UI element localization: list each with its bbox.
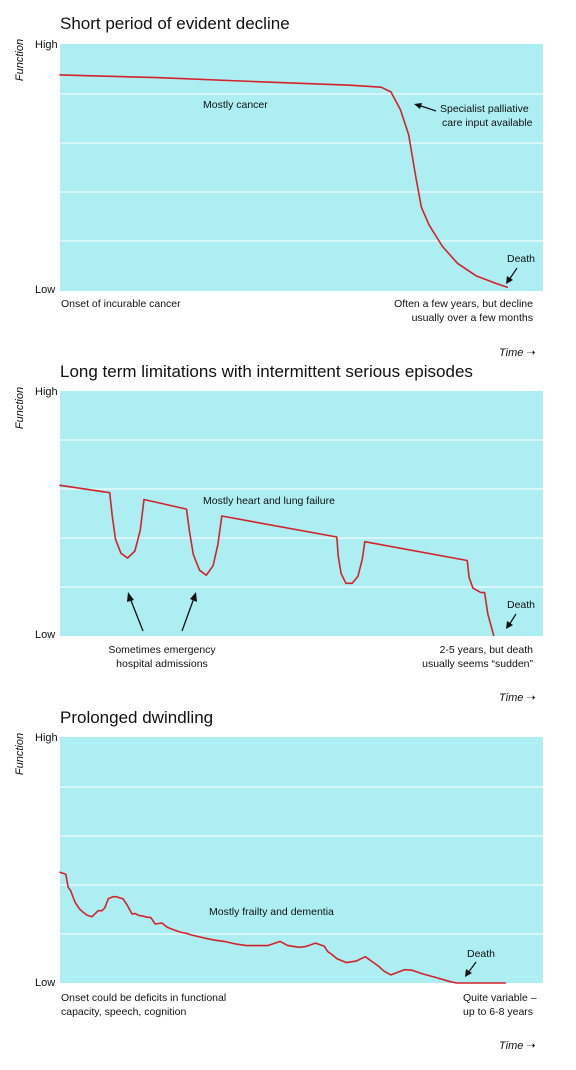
callout-line-1: Specialist palliative: [440, 103, 529, 115]
arrow-right-icon: ➝: [526, 1040, 536, 1052]
death-arrowhead: [465, 969, 472, 977]
callout-arrowhead: [414, 103, 422, 109]
plot-background: [60, 391, 543, 636]
callout-arrow: [417, 104, 437, 112]
callout-line-2: care input available: [442, 117, 533, 129]
start-label: Onset could be deficits in functional ca…: [61, 991, 226, 1019]
death-label: Death: [507, 599, 536, 611]
death-arrow: [508, 267, 518, 281]
series-line: [59, 871, 507, 984]
callout-arrowhead: [127, 592, 134, 602]
death-arrow: [467, 961, 477, 974]
start-label: Onset of incurable cancer: [61, 298, 181, 310]
callout-label: Sometimes emergency hospital admissions: [92, 643, 232, 671]
chart-title: Prolonged dwindling: [60, 708, 214, 727]
series-label: Mostly heart and lung failure: [203, 495, 335, 507]
duration-label: Often a few years, but decline usually o…: [380, 297, 533, 325]
death-label: Death: [507, 253, 536, 265]
duration-line-1: Often a few years, but decline: [394, 298, 533, 310]
death-arrowhead: [506, 276, 513, 284]
y-axis-label: Function: [14, 38, 26, 82]
arrow-right-icon: ➝: [526, 692, 536, 704]
callout-arrows: [465, 961, 477, 977]
arrow-right-icon: ➝: [526, 347, 536, 359]
callout-line-2: hospital admissions: [116, 658, 208, 670]
callout-arrow: [181, 597, 195, 632]
y-tick-high: High: [35, 386, 58, 398]
plot-background: [60, 44, 543, 291]
death-arrow: [508, 613, 517, 626]
x-axis-label-text: Time: [499, 692, 524, 704]
x-axis-label-text: Time: [499, 347, 524, 359]
duration-line-1: 2-5 years, but death: [439, 644, 533, 656]
duration-label: Quite variable – up to 6-8 years: [463, 991, 537, 1019]
series-label: Mostly frailty and dementia: [209, 906, 334, 918]
death-label: Death: [467, 948, 496, 960]
y-tick-high: High: [35, 39, 58, 51]
series-label: Mostly cancer: [203, 99, 268, 111]
y-tick-low: Low: [35, 629, 56, 641]
callout-arrows: [414, 103, 518, 284]
x-axis-label: Time ➝: [499, 691, 536, 704]
duration-label: 2-5 years, but death usually seems “sudd…: [400, 643, 533, 671]
chart-title: Short period of evident decline: [60, 14, 290, 33]
duration-line-1: Quite variable –: [463, 992, 537, 1004]
y-tick-low: Low: [35, 284, 56, 296]
y-axis-label: Function: [14, 732, 26, 776]
callout-arrows: [127, 592, 517, 632]
callout-arrowhead: [190, 592, 197, 602]
duration-line-2: usually over a few months: [411, 312, 533, 324]
chart-title: Long term limitations with intermittent …: [60, 362, 473, 381]
y-tick-low: Low: [35, 977, 56, 989]
duration-line-2: usually seems “sudden”: [422, 658, 533, 670]
x-axis-label-text: Time: [499, 1040, 524, 1052]
y-tick-high: High: [35, 732, 58, 744]
duration-line-2: up to 6-8 years: [463, 1006, 534, 1018]
callout-label: Specialist palliative care input availab…: [440, 102, 532, 130]
death-arrowhead: [506, 621, 513, 629]
x-axis-label: Time ➝: [499, 346, 536, 359]
y-axis-label: Function: [14, 386, 26, 430]
callout-arrow: [129, 597, 144, 632]
start-line-1: Onset could be deficits in functional: [61, 992, 227, 1004]
callout-line-1: Sometimes emergency: [108, 644, 216, 656]
start-line-2: capacity, speech, cognition: [61, 1006, 187, 1018]
grid-lines: [60, 439, 543, 588]
x-axis-label: Time ➝: [499, 1039, 536, 1052]
